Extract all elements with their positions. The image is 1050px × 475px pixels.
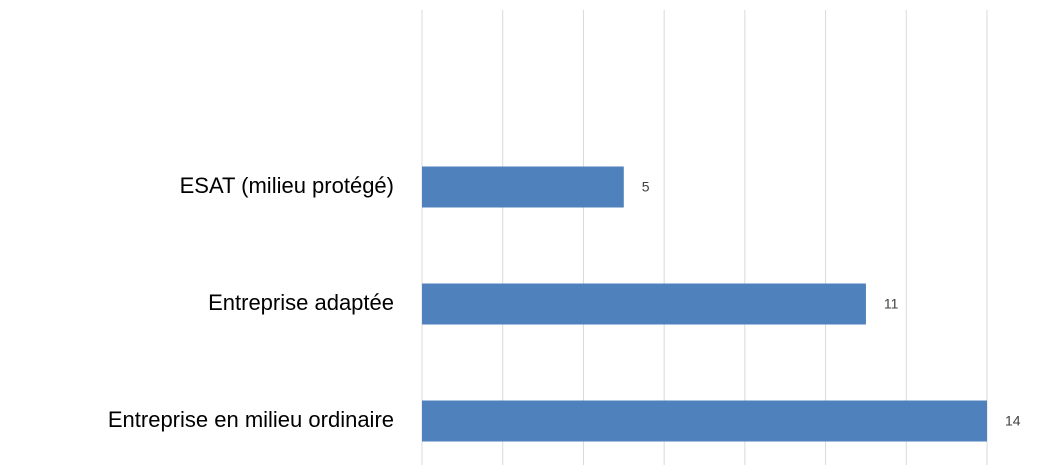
y-tick-label: Entreprise adaptée [208,290,394,315]
data-label: 11 [884,296,899,312]
bar [422,283,866,325]
data-label: 5 [642,179,650,195]
y-tick-label: Entreprise en milieu ordinaire [108,407,394,432]
bar [422,400,987,442]
data-label: 14 [1005,413,1021,429]
bar [422,166,624,208]
y-tick-label: ESAT (milieu protégé) [180,173,394,198]
